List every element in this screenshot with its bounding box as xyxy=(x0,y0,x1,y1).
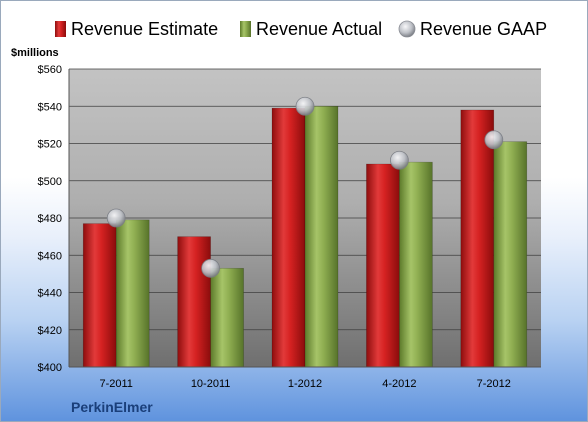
bar-revenue-estimate[interactable] xyxy=(271,107,306,368)
y-tick-label: $560 xyxy=(38,64,62,76)
marker-revenue-gaap[interactable] xyxy=(201,258,221,278)
bar-revenue-actual[interactable] xyxy=(115,219,150,368)
x-tick-label: 7-2012 xyxy=(477,378,511,390)
bar-revenue-actual[interactable] xyxy=(304,105,339,368)
legend-label-actual: Revenue Actual xyxy=(256,19,382,39)
legend-item-gaap[interactable]: Revenue GAAP xyxy=(398,19,547,39)
legend-label-estimate: Revenue Estimate xyxy=(71,19,218,39)
y-axis-label: $millions xyxy=(11,47,59,59)
marker-revenue-gaap[interactable] xyxy=(389,150,409,170)
legend-swatch-estimate xyxy=(55,21,66,37)
marker-revenue-gaap[interactable] xyxy=(106,208,126,228)
bar-revenue-actual[interactable] xyxy=(493,141,528,368)
x-tick-label: 4-2012 xyxy=(382,378,416,390)
y-tick-label: $540 xyxy=(38,101,62,113)
bar-revenue-estimate[interactable] xyxy=(460,109,495,368)
legend-swatch-actual xyxy=(240,21,251,37)
bar-revenue-actual[interactable] xyxy=(210,267,244,368)
marker-revenue-gaap[interactable] xyxy=(484,130,504,150)
legend-swatch-gaap xyxy=(398,20,416,38)
y-tick-label: $480 xyxy=(38,213,62,225)
bar-revenue-estimate[interactable] xyxy=(366,163,400,368)
y-tick-label: $520 xyxy=(38,139,62,151)
bars xyxy=(82,105,528,368)
bar-revenue-actual[interactable] xyxy=(399,161,433,368)
x-tick-label: 10-2011 xyxy=(191,378,231,390)
legend-item-actual[interactable]: Revenue Actual xyxy=(240,19,382,39)
y-axis-ticks: $400 $420 $440 $460 $480 $500 $520 $540 $560 xyxy=(38,64,62,374)
company-name: PerkinElmer xyxy=(71,399,153,415)
y-tick-label: $440 xyxy=(38,288,62,300)
marker-revenue-gaap[interactable] xyxy=(295,96,315,116)
x-axis-labels: 7-2011 10-2011 1-2012 4-2012 7-2012 xyxy=(99,378,510,390)
bar-revenue-estimate[interactable] xyxy=(82,223,117,368)
y-tick-label: $460 xyxy=(38,250,62,262)
y-tick-label: $500 xyxy=(38,176,62,188)
y-tick-label: $420 xyxy=(38,325,62,337)
legend: Revenue Estimate Revenue Actual Revenue … xyxy=(55,19,547,39)
legend-item-estimate[interactable]: Revenue Estimate xyxy=(55,19,218,39)
bar-revenue-estimate[interactable] xyxy=(177,236,211,368)
x-tick-label: 7-2011 xyxy=(99,378,132,390)
x-tick-label: 1-2012 xyxy=(288,378,322,390)
gaap-markers xyxy=(106,96,504,278)
y-tick-label: $400 xyxy=(38,362,62,374)
legend-label-gaap: Revenue GAAP xyxy=(420,19,547,39)
